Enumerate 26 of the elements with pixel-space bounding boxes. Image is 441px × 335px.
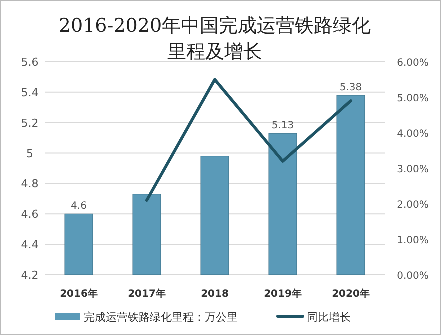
legend-label: 同比增长 (307, 311, 351, 324)
y2-tick-label: 0.00% (397, 271, 429, 282)
legend-label: 完成运营铁路绿化里程：万公里 (84, 311, 238, 324)
y-tick-label: 4.4 (21, 238, 39, 252)
y2-tick-label: 6.00% (397, 58, 429, 69)
chart-title: 2016-2020年中国完成运营铁路绿化里程及增长 (58, 15, 372, 63)
x-tick-label: 2016年 (60, 288, 98, 300)
y-tick-label: 5.6 (21, 56, 39, 69)
y2-tick-label: 3.00% (397, 164, 429, 176)
y-tick-label: 5.2 (21, 116, 39, 130)
y-tick-label: 4.2 (21, 269, 39, 282)
y2-tick-label: 4.00% (397, 129, 429, 140)
x-tick-label: 2018 (201, 289, 229, 300)
y-tick-label: 5.4 (21, 86, 39, 100)
y2-tick-label: 1.00% (397, 236, 429, 246)
x-tick-label: 2019年 (264, 288, 302, 300)
y2-tick-label: 5.00% (397, 94, 429, 104)
y2-tick-label: 2.00% (397, 200, 429, 211)
y-tick-label: 4.8 (21, 178, 39, 191)
data-label: 4.6 (71, 201, 87, 212)
x-tick-label: 2017年 (128, 288, 166, 300)
y-tick-label: 4.6 (21, 208, 39, 222)
data-label: 5.13 (272, 120, 294, 132)
data-label: 5.38 (340, 82, 362, 94)
y-tick-label: 5 (26, 147, 34, 160)
x-tick-label: 2020年 (332, 288, 370, 300)
